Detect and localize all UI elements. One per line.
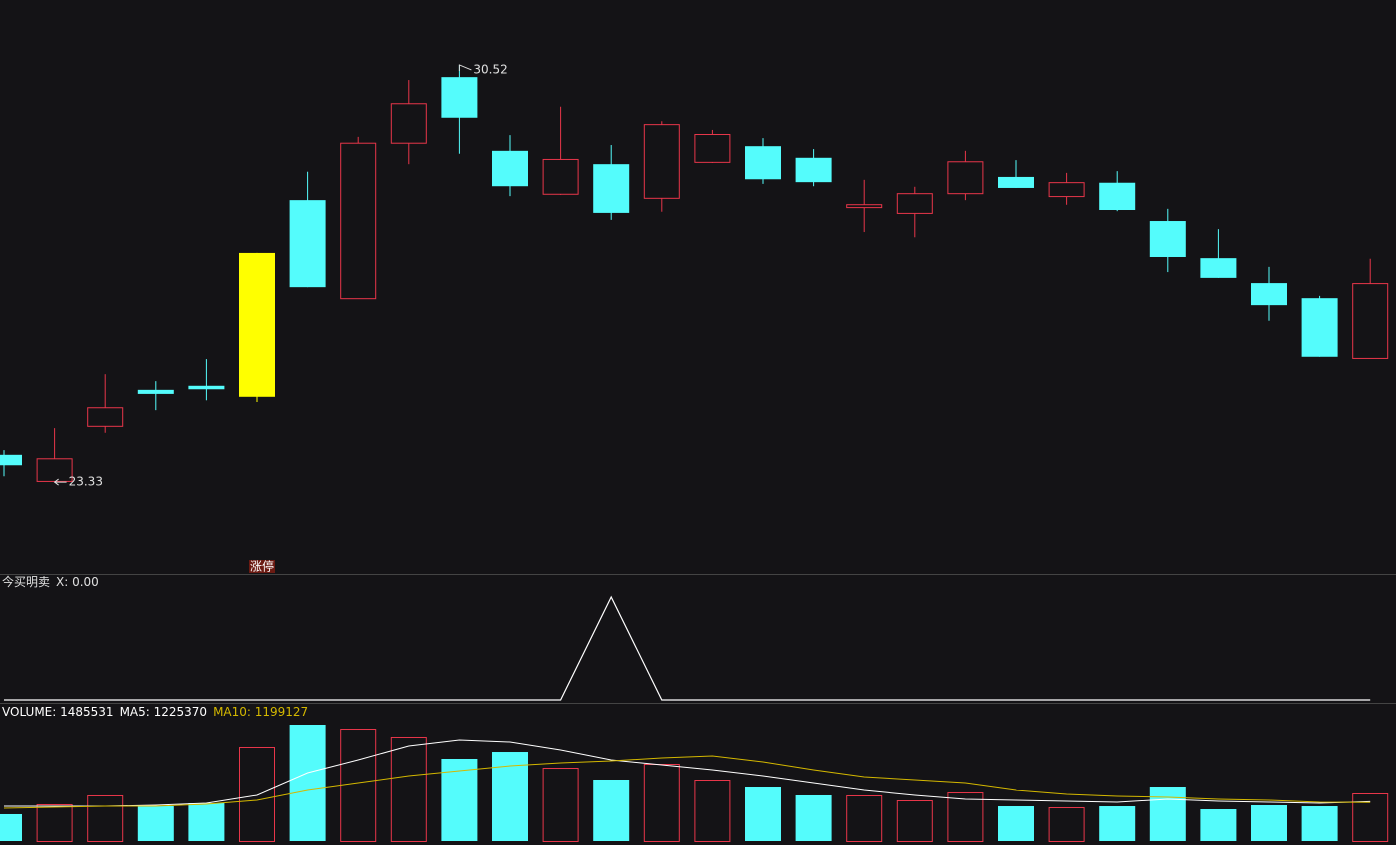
volume-bar [745,787,781,841]
candle-body [896,193,933,214]
limit-tag: 涨停 [250,559,274,574]
candle-body [1149,221,1186,257]
candle-body [36,458,73,482]
indicator-legend: X: 0.00 [56,575,99,589]
candle-body [188,385,225,390]
candle-body [1099,182,1136,211]
candle-body [87,407,124,427]
candle-body [1048,182,1085,198]
candle-body [542,158,579,195]
volume-bar [1251,805,1287,841]
candle-body [289,200,326,288]
volume-bar [289,725,326,841]
candle-body [0,454,22,466]
volume-bar [694,779,731,842]
candle-body [795,157,832,183]
volume-bar [1200,809,1237,841]
candle-body [239,252,275,397]
annotation-arrow [53,478,67,486]
volume-bar [137,806,174,841]
volume-bar [1149,787,1186,841]
volume-bar [87,794,124,843]
candle-body [643,124,680,199]
volume-bar [1099,806,1136,841]
candle-body [846,204,883,209]
volume-bar [390,736,427,843]
candle-body [745,146,781,180]
volume-bar [188,803,225,841]
volume-bar [896,799,933,843]
volume-bar [0,813,22,841]
volume-bar [1048,807,1085,842]
candle-body [1301,298,1338,357]
limit-tag-bg [249,560,275,573]
volume-bar [542,768,579,842]
volume-bar [998,806,1034,841]
volume-bar [1352,793,1389,843]
indicator-title: 今买明卖 X: 0.00 [2,574,99,589]
volume-legend: VOLUME: 1485531 MA5: 1225370 MA10: 1199127 [2,705,308,719]
volume-bar [340,729,377,843]
candle-body [947,161,984,195]
candle-body [441,77,478,118]
candle-body [998,176,1034,188]
volume-bar [643,764,680,843]
annotation: 30.52 [473,62,507,76]
volume-bar [36,804,73,843]
volume-bar [947,792,984,843]
candle-body [390,103,427,144]
annotation-arrow [458,64,472,71]
candle-body [1200,258,1237,278]
volume-bar [1301,806,1338,841]
annotation: 23.33 [69,475,103,489]
candle-body [137,389,174,394]
volume-bar [593,779,630,841]
legend-entry: VOLUME: 1485531 [2,705,114,719]
candle-body [492,150,528,187]
ma-line [3,755,1371,809]
indicator-line [4,595,1371,701]
ma-line [4,739,1371,807]
indicator-name: 今买明卖 [2,574,50,589]
volume-bar [795,794,832,841]
candle-body [1352,283,1389,359]
candle-body [694,134,731,163]
volume-bar [846,794,883,843]
candle-body [340,142,377,300]
legend-entry: MA5: 1225370 [120,705,208,719]
legend-entry: MA10: 1199127 [213,705,308,719]
candle-body [593,164,630,213]
candle-body [1251,283,1287,306]
